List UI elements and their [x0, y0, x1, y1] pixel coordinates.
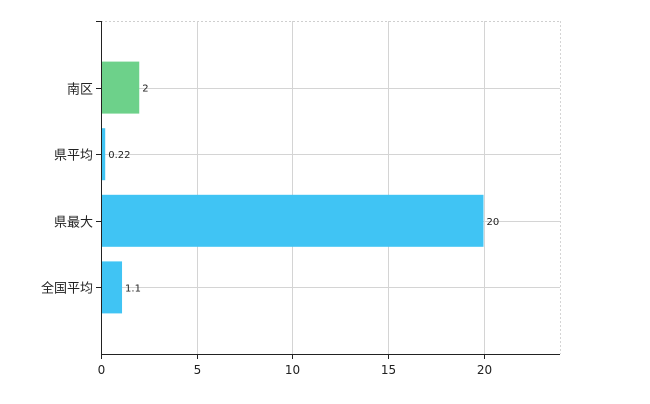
bar	[101, 61, 140, 114]
data-label: 20	[487, 217, 500, 228]
x-tick-label: 20	[477, 363, 492, 377]
data-label: 2	[142, 84, 148, 95]
category-label: 県最大	[54, 216, 93, 231]
data-label: 0.22	[108, 150, 130, 161]
category-label: 県平均	[54, 149, 93, 164]
x-tick-label: 5	[194, 363, 202, 377]
x-tick-label: 15	[381, 363, 396, 377]
category-label: 南区	[67, 82, 93, 98]
x-tick-label: 10	[285, 363, 300, 377]
bar	[101, 128, 106, 181]
category-label: 全国平均	[41, 281, 93, 297]
data-label: 1.1	[125, 283, 141, 294]
bar	[101, 194, 484, 247]
x-tick-label: 0	[98, 363, 106, 377]
axes	[96, 21, 560, 359]
bar	[101, 261, 123, 314]
bars	[101, 61, 484, 314]
